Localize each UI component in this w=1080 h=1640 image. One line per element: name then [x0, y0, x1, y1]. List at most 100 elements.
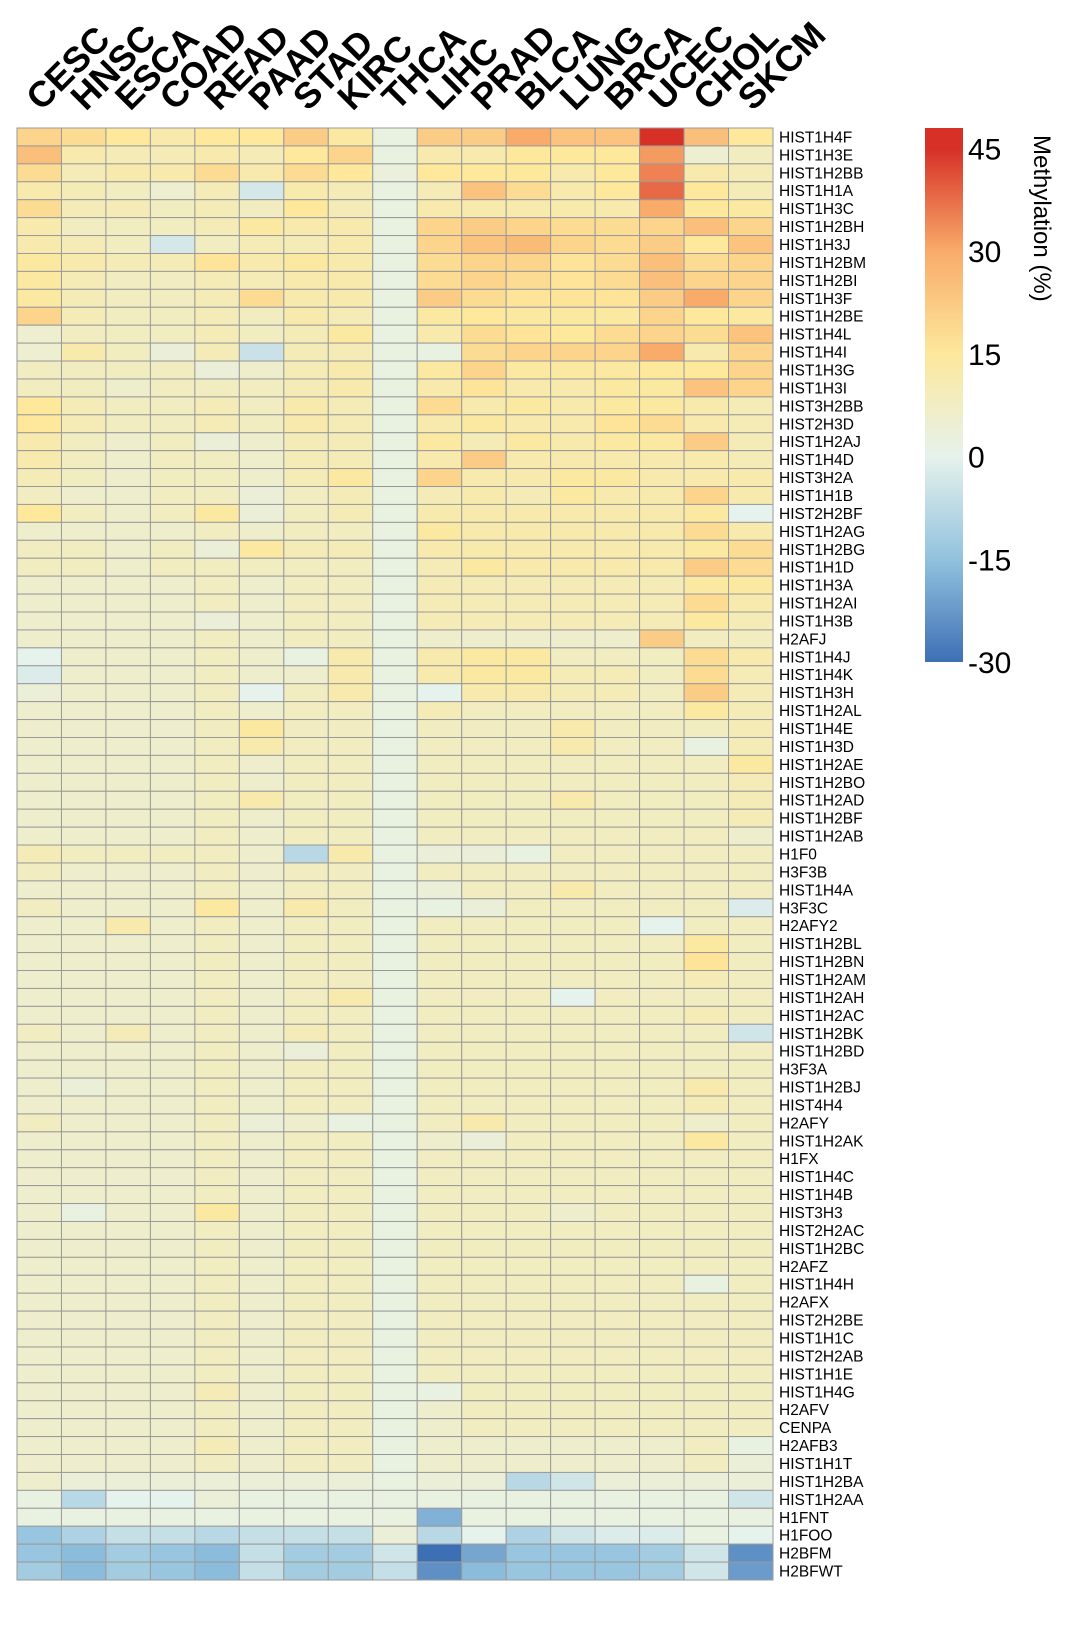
heatmap-cell: [416, 288, 463, 308]
heatmap-cell: [149, 970, 196, 989]
heatmap-cell: [728, 1023, 774, 1043]
heatmap-cell: [60, 719, 107, 738]
heatmap-cell: [16, 754, 62, 774]
heatmap-cell: [728, 1561, 774, 1581]
heatmap-cell: [683, 629, 730, 649]
heatmap-cell: [238, 199, 285, 219]
heatmap-cell: [683, 342, 730, 362]
heatmap-cell: [461, 1471, 507, 1491]
row-label: HIST1H2BL: [779, 936, 862, 953]
heatmap-cell: [461, 163, 507, 183]
heatmap-cell: [60, 862, 107, 882]
heatmap-cell: [149, 1525, 196, 1545]
row-label: HIST1H2AJ: [779, 434, 861, 451]
heatmap-cell: [728, 1489, 774, 1509]
heatmap-cell: [60, 1005, 107, 1025]
heatmap-cell: [683, 1220, 730, 1240]
heatmap-cell: [505, 252, 552, 272]
heatmap-cell: [327, 1292, 374, 1312]
heatmap-cell: [461, 1418, 507, 1438]
heatmap-cell: [327, 593, 374, 613]
heatmap-cell: [372, 503, 418, 523]
heatmap-cell: [594, 1149, 641, 1169]
heatmap-cell: [105, 952, 151, 972]
heatmap-cell: [372, 1059, 418, 1079]
row-label: HIST1H2AL: [779, 703, 862, 720]
heatmap-cell: [194, 163, 240, 183]
heatmap-cell: [194, 217, 240, 237]
heatmap-cell: [238, 665, 285, 685]
heatmap-cell: [683, 1489, 730, 1509]
heatmap-cell: [105, 934, 151, 954]
heatmap-cell: [238, 701, 285, 721]
heatmap-cell: [505, 1256, 552, 1276]
row-label: HIST1H1T: [779, 1456, 853, 1473]
heatmap-cell: [416, 683, 463, 703]
heatmap-cell: [372, 952, 418, 972]
heatmap-cell: [639, 1185, 685, 1205]
heatmap-cell: [238, 1113, 285, 1133]
heatmap-cell: [327, 1507, 374, 1527]
heatmap-cell: [372, 145, 418, 165]
heatmap-cell: [283, 270, 329, 290]
heatmap-cell: [105, 719, 151, 738]
heatmap-cell: [105, 575, 151, 595]
heatmap-cell: [283, 1454, 329, 1473]
heatmap-cell: [461, 1310, 507, 1330]
heatmap-cell: [105, 1149, 151, 1169]
heatmap-cell: [327, 486, 374, 505]
heatmap-cell: [238, 1167, 285, 1187]
heatmap-cell: [461, 521, 507, 541]
heatmap-cell: [416, 181, 463, 201]
heatmap-cell: [594, 270, 641, 290]
heatmap-cell: [461, 539, 507, 559]
heatmap-cell: [283, 163, 329, 183]
heatmap-cell: [416, 575, 463, 595]
heatmap-cell: [372, 1023, 418, 1043]
heatmap-cell: [683, 880, 730, 900]
heatmap-cell: [594, 1382, 641, 1402]
heatmap-cell: [461, 1059, 507, 1079]
heatmap-cell: [594, 1454, 641, 1473]
heatmap-cell: [594, 1543, 641, 1563]
heatmap-cell: [16, 1203, 62, 1222]
heatmap-cell: [238, 826, 285, 846]
heatmap-cell: [149, 1203, 196, 1222]
heatmap-cell: [728, 288, 774, 308]
heatmap-cell: [372, 396, 418, 416]
heatmap-cell: [105, 736, 151, 756]
heatmap-cell: [683, 1436, 730, 1456]
heatmap-cell: [327, 1525, 374, 1545]
heatmap-cell: [149, 1059, 196, 1079]
heatmap-cell: [60, 916, 107, 936]
heatmap-cell: [416, 503, 463, 523]
row-label: HIST3H3: [779, 1205, 843, 1222]
heatmap-cell: [283, 1543, 329, 1563]
heatmap-cell: [728, 844, 774, 864]
heatmap-cell: [683, 1364, 730, 1384]
heatmap-cell: [505, 1328, 552, 1348]
heatmap-cell: [416, 1185, 463, 1205]
heatmap-cell: [16, 1418, 62, 1438]
heatmap-cell: [461, 1220, 507, 1240]
heatmap-cell: [149, 1471, 196, 1491]
heatmap-cell: [283, 199, 329, 219]
heatmap-cell: [194, 790, 240, 810]
heatmap-cell: [372, 486, 418, 505]
heatmap-cell: [416, 808, 463, 828]
heatmap-cell: [105, 862, 151, 882]
row-label: HIST1H2AI: [779, 596, 857, 613]
heatmap-cell: [283, 521, 329, 541]
heatmap-cell: [60, 1023, 107, 1043]
heatmap-cell: [283, 772, 329, 792]
heatmap-cell: [194, 1382, 240, 1402]
heatmap-cell: [149, 754, 196, 774]
heatmap-cell: [194, 844, 240, 864]
row-label: HIST2H2AB: [779, 1348, 863, 1365]
row-label: HIST1H2AE: [779, 757, 863, 774]
heatmap-cell: [149, 1095, 196, 1115]
heatmap-cell: [550, 521, 596, 541]
heatmap-cell: [594, 593, 641, 613]
heatmap-cell: [16, 575, 62, 595]
heatmap-cell: [194, 396, 240, 416]
